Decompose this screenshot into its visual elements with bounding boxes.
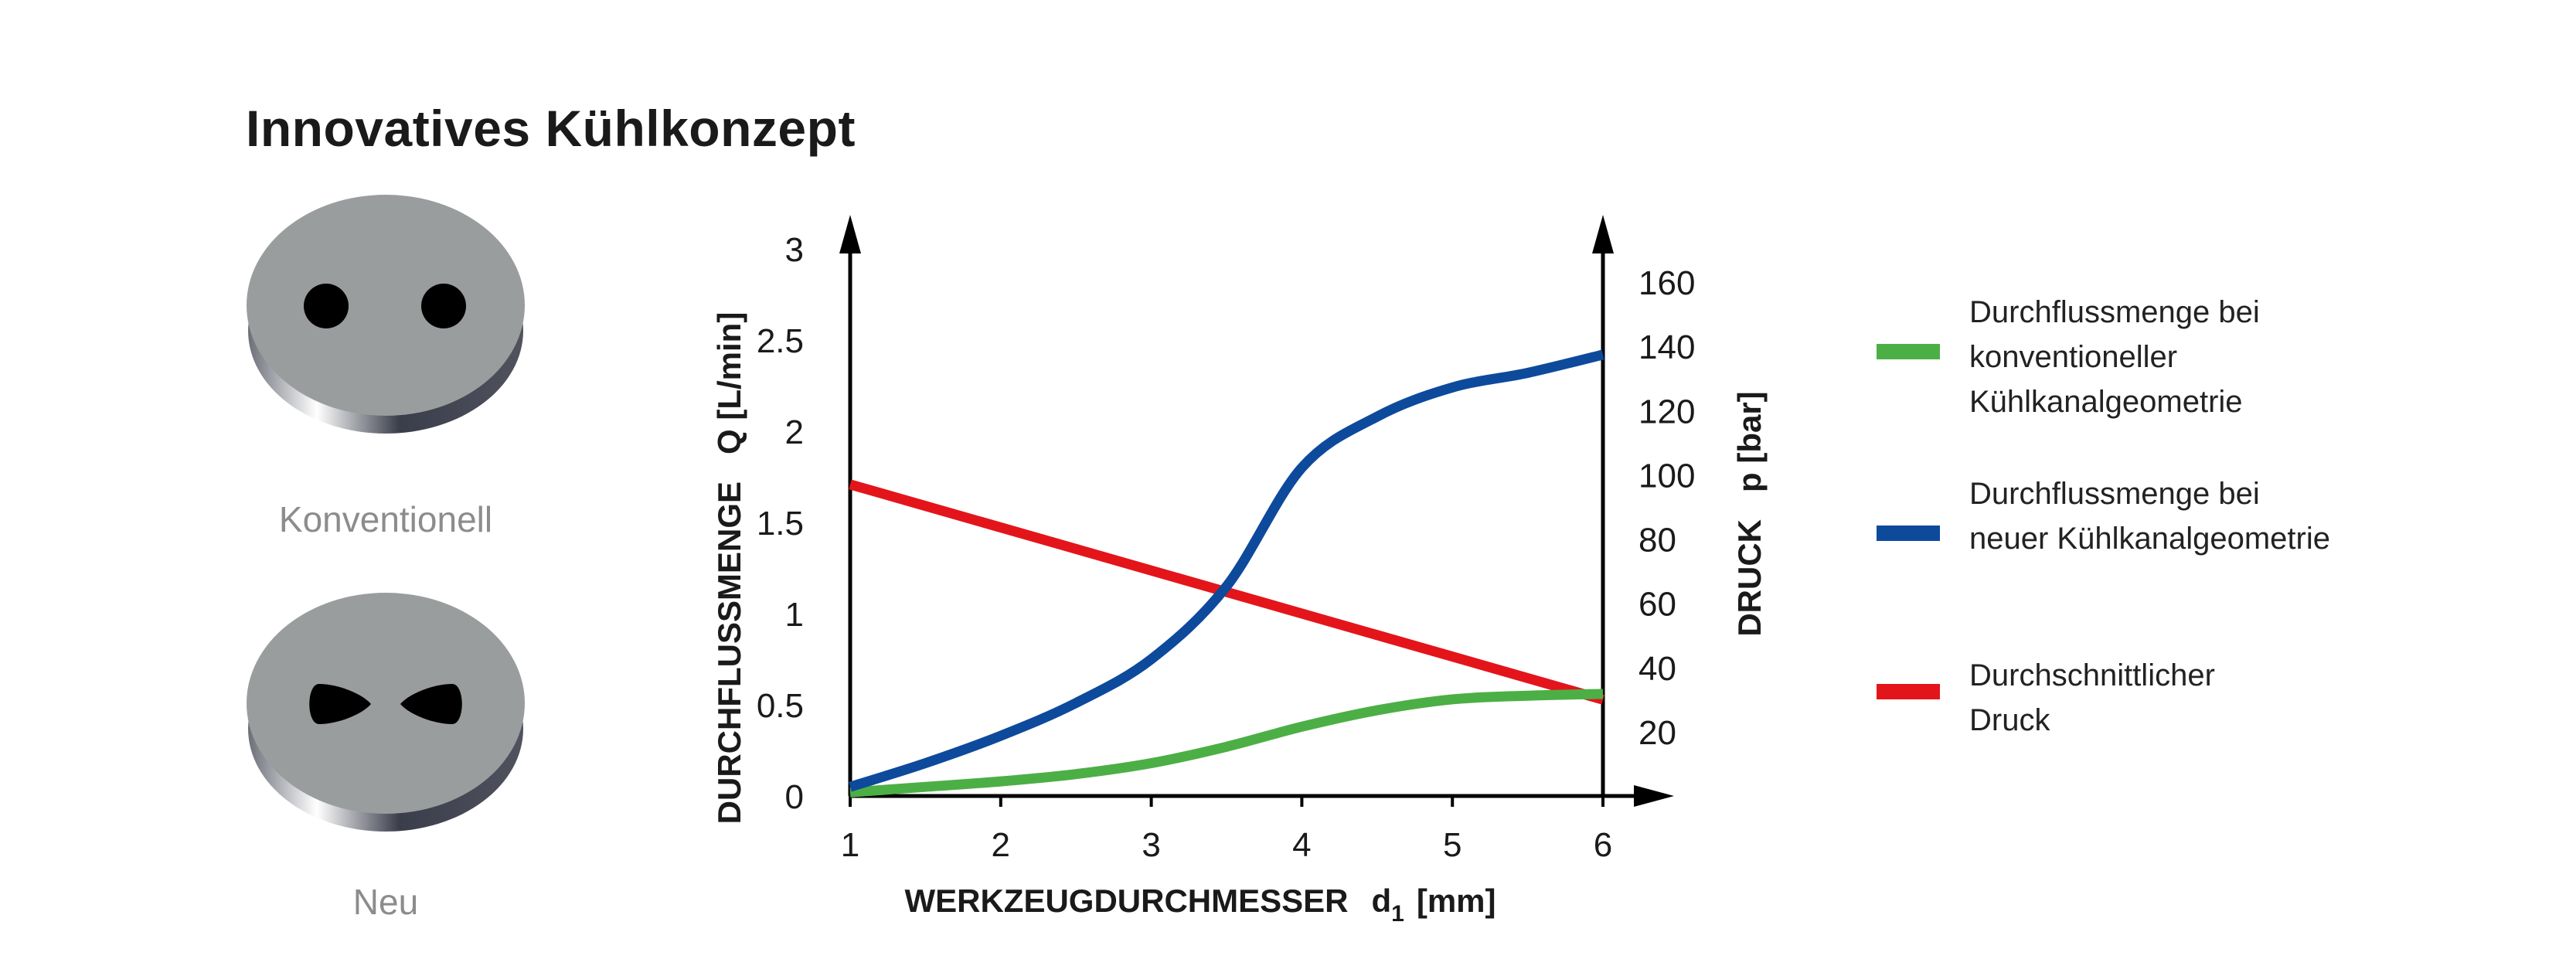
series-line-new-flow [849, 349, 1604, 792]
x-tick-label: 3 [1142, 826, 1160, 864]
x-axis-label-text: WERKZEUGDURCHMESSER [904, 883, 1348, 919]
legend-swatch-green [1877, 344, 1940, 359]
x-axis-arrow [1634, 785, 1674, 807]
legend-swatch-blue [1877, 526, 1940, 541]
x-tick-label: 4 [1292, 826, 1311, 864]
x-axis-label: WERKZEUGDURCHMESSER d1 [mm] [904, 883, 1496, 927]
x-tick-label: 1 [841, 826, 859, 864]
y-left-tick-label: 1.5 [757, 505, 804, 543]
new-channels-icon [247, 593, 525, 832]
y-left-tick-label: 0 [785, 778, 804, 816]
y-right-tick-label: 80 [1638, 522, 1676, 560]
y-right-tick-label: 100 [1638, 457, 1695, 495]
x-tick-label: 2 [992, 826, 1010, 864]
sample-label-conventional: Konventionell [278, 499, 493, 539]
series-line-conventional-flow [849, 689, 1604, 798]
y-right-axis-label: DRUCK p [bar] [1731, 391, 1768, 636]
legend-label-new: Durchflussmenge bei neuer Kühlkanalgeome… [1969, 477, 2330, 556]
y-right-tick-label: 60 [1638, 586, 1676, 624]
x-tick-label: 5 [1443, 826, 1462, 864]
sample-label-new: Neu [352, 882, 419, 922]
x-axis-unit: [mm] [1417, 883, 1496, 919]
y-right-tick-label: 40 [1638, 650, 1676, 688]
y-right-axis-arrow [1592, 215, 1614, 253]
y-right-tick-label: 120 [1638, 393, 1695, 430]
page-title: Innovatives Kühlkonzept [246, 100, 856, 157]
x-axis-symbol: d [1372, 883, 1392, 919]
y-right-tick-label: 160 [1638, 264, 1695, 302]
y-right-tick-label: 140 [1638, 328, 1695, 366]
y-left-tick-label: 2 [785, 413, 804, 451]
y-left-tick-label: 3 [785, 231, 804, 269]
x-tick-label: 6 [1594, 826, 1612, 864]
y-left-tick-label: 1 [785, 596, 804, 634]
conventional-channels-icon [247, 195, 525, 434]
y-right-tick-label: 20 [1638, 714, 1676, 752]
y-left-tick-label: 0.5 [757, 687, 804, 725]
legend-label-pressure: Durchschnittlicher Druck [1969, 658, 2215, 737]
chart-axes [839, 215, 1674, 807]
y-left-tick-label: 2.5 [757, 322, 804, 360]
y-left-axis-arrow [839, 215, 861, 253]
x-axis-subscript: 1 [1391, 901, 1404, 927]
legend-label-conventional: Durchflussmenge bei konventioneller Kühl… [1969, 295, 2260, 419]
y-left-axis-label: DURCHFLUSSMENGE Q [L/min] [711, 312, 747, 825]
legend-swatch-red [1877, 684, 1940, 699]
